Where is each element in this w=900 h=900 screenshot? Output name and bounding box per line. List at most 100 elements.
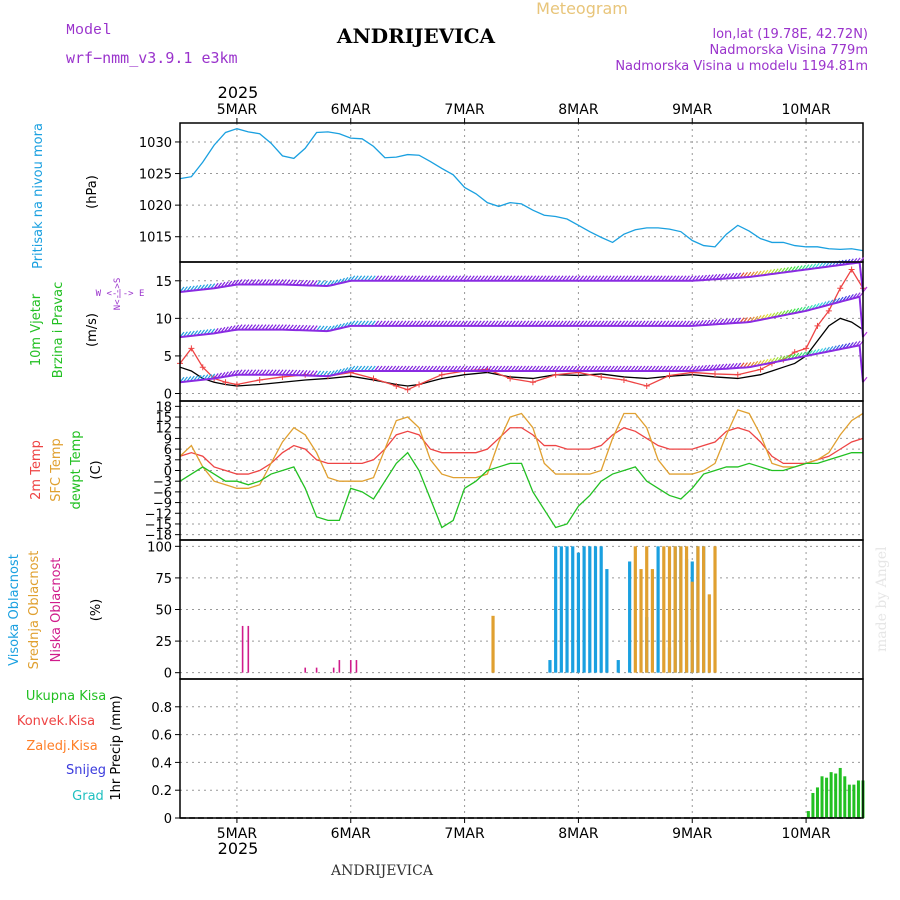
bar-clouds — [707, 594, 711, 673]
bar-precip — [806, 811, 810, 818]
gust-marker — [598, 373, 605, 380]
gust-marker — [233, 381, 240, 388]
year-bottom: 2025 — [218, 839, 259, 858]
bar-clouds — [576, 552, 581, 673]
bar-precip — [847, 784, 851, 818]
gust-marker — [222, 379, 229, 386]
bar-clouds — [662, 546, 666, 673]
y-tick-label: 3 — [164, 454, 172, 469]
precip-labels: 1hr Precip (mm) Ukupna Kisa Konvek.Kisa … — [17, 689, 124, 804]
bar-clouds — [684, 546, 689, 673]
x-tick-label-bottom: 8MAR — [558, 826, 599, 842]
panel-wind: 0 5 10 15 — [155, 257, 868, 402]
panel-precip: 0 0.2 0.4 0.6 0.8 — [151, 678, 865, 827]
y-tick-label: −9 — [153, 497, 172, 512]
y-tick-label: 1025 — [139, 168, 172, 183]
gust-marker — [757, 366, 764, 373]
y-tick-label: −18 — [145, 529, 172, 544]
station-title: ANDRIJEVICA — [336, 24, 496, 48]
temp-ylabel-sfc: SFC Temp — [49, 438, 64, 502]
x-tick-label-bottom: 6MAR — [331, 826, 372, 842]
gust-marker — [734, 371, 741, 378]
y-tick-label: 9 — [164, 432, 172, 447]
bar-precip — [834, 773, 838, 818]
bar-clouds — [702, 546, 706, 673]
gust-marker — [393, 382, 400, 389]
x-tick-label-bottom: 5MAR — [217, 826, 258, 842]
wind-barb-row — [179, 261, 864, 294]
gust-marker — [814, 322, 821, 329]
cloud-ylabel-mid: Srednja Oblacnost — [27, 551, 42, 670]
bar-precip — [811, 792, 815, 818]
y-tick-label: 0 — [164, 812, 172, 827]
y-tick-label: 25 — [155, 635, 172, 650]
y-tick-label: 15 — [155, 411, 172, 426]
gust-marker — [404, 386, 411, 393]
legend-freezing-rain: Zaledj.Kisa — [26, 739, 97, 754]
gust-marker — [188, 345, 195, 352]
gust-marker — [199, 364, 206, 371]
bar-clouds — [650, 569, 655, 673]
bar-clouds — [304, 667, 307, 673]
gust-marker — [643, 382, 650, 389]
legend-convective-rain: Konvek.Kisa — [17, 714, 95, 729]
wind-ylabel-b: Brzina i Pravac — [51, 282, 66, 379]
panel-clouds: 0 25 50 75 100 — [147, 539, 864, 682]
bar-clouds — [315, 667, 318, 673]
cloud-ylabel-low: Niska Oblacnost — [49, 558, 64, 663]
bar-precip — [838, 767, 842, 818]
wind-ylabel-a: 10m Vjetar — [29, 293, 44, 366]
gust-marker — [825, 307, 832, 314]
precip-ylabel: 1hr Precip (mm) — [109, 695, 124, 800]
series-2m-temp — [179, 427, 864, 475]
gust-marker — [416, 381, 423, 388]
gust-marker — [370, 375, 377, 382]
gust-marker — [666, 372, 673, 379]
y-tick-label: 0.6 — [151, 729, 172, 744]
bar-precip — [843, 776, 847, 818]
y-tick-label: 0.4 — [151, 756, 172, 771]
x-tick-label-top: 7MAR — [444, 102, 485, 118]
x-tick-label-top: 8MAR — [558, 102, 599, 118]
model-name: wrf−nmm_v3.9.1 e3km — [66, 49, 238, 67]
gust-marker — [552, 371, 559, 378]
bar-clouds — [713, 546, 717, 673]
year-top: 2025 — [218, 83, 259, 102]
y-tick-label: 0.2 — [151, 784, 172, 799]
panel-pressure: 1015 1020 1025 1030 — [139, 122, 864, 263]
gust-marker — [712, 370, 719, 377]
bar-precip — [825, 777, 829, 818]
bar-clouds — [673, 546, 677, 673]
gust-marker — [848, 266, 855, 273]
bar-clouds — [247, 625, 250, 673]
bar-precip — [815, 787, 819, 818]
bar-clouds — [571, 546, 575, 673]
bar-clouds — [656, 546, 660, 673]
legend-snow: Snijeg — [66, 763, 106, 778]
bar-clouds — [679, 546, 683, 673]
temp-ylabel-dewpt: dewpt Temp — [69, 430, 84, 509]
bar-precip — [856, 780, 860, 818]
panel-frame — [179, 122, 864, 263]
y-tick-label: 6 — [164, 443, 172, 458]
bar-clouds — [588, 546, 592, 673]
y-tick-label: 0.8 — [151, 701, 172, 716]
y-tick-label: 1015 — [139, 231, 172, 246]
bar-clouds — [548, 660, 552, 673]
pressure-labels: Pritisak na nivou mora (hPa) — [31, 123, 100, 269]
gust-marker — [507, 375, 514, 382]
bar-clouds — [667, 546, 672, 673]
gust-marker — [438, 371, 445, 378]
y-tick-label: −6 — [153, 486, 172, 501]
y-tick-label: −3 — [153, 475, 172, 490]
bar-clouds — [241, 625, 244, 673]
plot-layer: 1015102010251030051015−18−15−12−9−6−3036… — [139, 102, 868, 842]
y-tick-label: 15 — [155, 275, 172, 290]
legend-hail: Grad — [72, 789, 104, 804]
x-tick-label-top: 6MAR — [331, 102, 372, 118]
wind-barb-row — [179, 344, 864, 384]
bar-clouds — [633, 546, 637, 673]
y-tick-label: −12 — [145, 507, 172, 522]
x-tick-label-bottom: 10MAR — [781, 826, 830, 842]
